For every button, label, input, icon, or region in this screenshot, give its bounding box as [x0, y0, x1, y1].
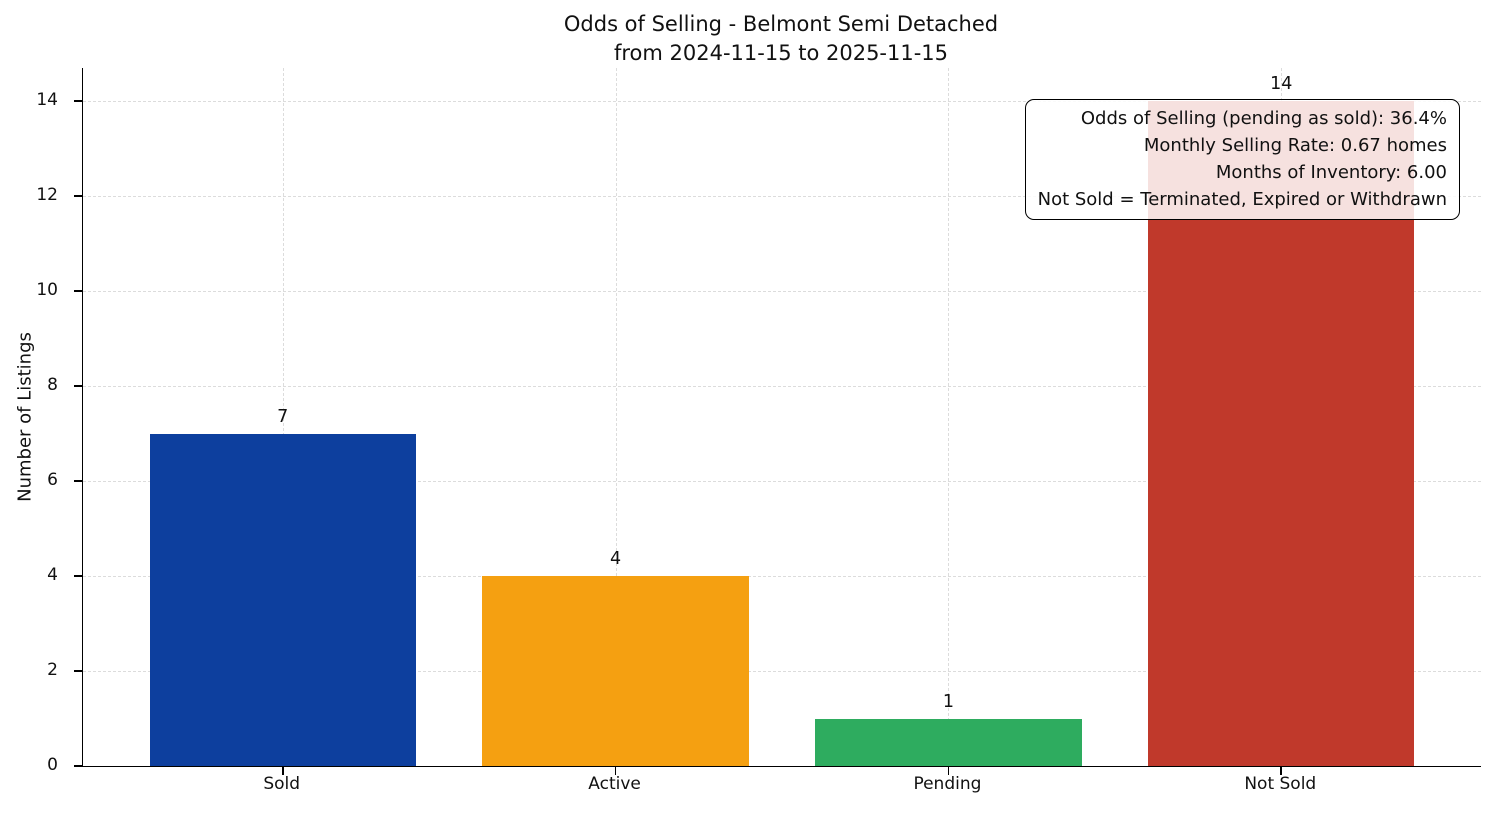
y-tick-label: 14	[36, 90, 58, 111]
x-tick-mark	[1280, 767, 1283, 775]
y-tick-label: 10	[36, 280, 58, 301]
bar-pending	[815, 718, 1082, 766]
x-tick-label: Pending	[913, 774, 982, 794]
y-gridline	[83, 386, 1481, 388]
bar-value-label: 14	[1270, 74, 1293, 95]
x-gridline	[948, 68, 950, 766]
chart-title: Odds of Selling - Belmont Semi Detached …	[563, 12, 999, 65]
y-gridline	[83, 671, 1481, 673]
annotation-line-inventory: Months of Inventory: 6.00	[1215, 162, 1447, 183]
bar-value-label: 4	[609, 549, 622, 570]
y-tick-mark	[74, 670, 82, 672]
y-tick-mark	[74, 385, 82, 387]
y-tick-label: 4	[47, 565, 58, 586]
bar-sold	[149, 433, 416, 766]
x-tick-mark	[281, 767, 284, 775]
x-gridline	[282, 68, 284, 766]
x-tick-label: Active	[588, 774, 641, 794]
y-tick-mark	[74, 765, 82, 767]
y-gridline	[83, 101, 1481, 103]
x-tick-label: Sold	[263, 774, 301, 794]
y-tick-mark	[74, 195, 82, 197]
bar-value-label: 1	[942, 691, 954, 712]
x-tick-mark	[947, 767, 950, 775]
y-tick-label: 8	[47, 375, 58, 396]
bar-value-label: 7	[277, 406, 289, 427]
x-tick-labels: Sold Active Pending Not Sold	[0, 774, 1494, 802]
y-gridline	[83, 481, 1481, 483]
x-gridline	[615, 68, 617, 766]
annotation-line-not-sold-note: Not Sold = Terminated, Expired or Withdr…	[1037, 189, 1447, 210]
y-tick-label: 12	[36, 185, 58, 206]
bar-active	[482, 576, 749, 766]
y-tick-mark	[74, 480, 82, 482]
y-tick-mark	[74, 100, 82, 103]
y-tick-labels: 0 2 4 6 8 10 12 14	[0, 68, 74, 775]
y-gridline	[83, 196, 1481, 198]
y-tick-label: 0	[47, 755, 58, 775]
x-tick-mark	[614, 767, 617, 775]
annotation-box: Odds of Selling (pending as sold): 36.4%…	[1024, 99, 1460, 220]
y-tick-label: 2	[47, 660, 58, 681]
y-tick-mark	[74, 575, 82, 577]
annotation-line-monthly-rate: Monthly Selling Rate: 0.67 homes	[1143, 135, 1447, 156]
annotation-line-odds: Odds of Selling (pending as sold): 36.4%	[1080, 108, 1447, 129]
y-tick-label: 6	[47, 470, 58, 491]
y-tick-mark	[74, 290, 82, 292]
y-gridline	[83, 291, 1481, 293]
x-tick-label: Not Sold	[1244, 774, 1317, 794]
y-gridline	[83, 576, 1481, 578]
